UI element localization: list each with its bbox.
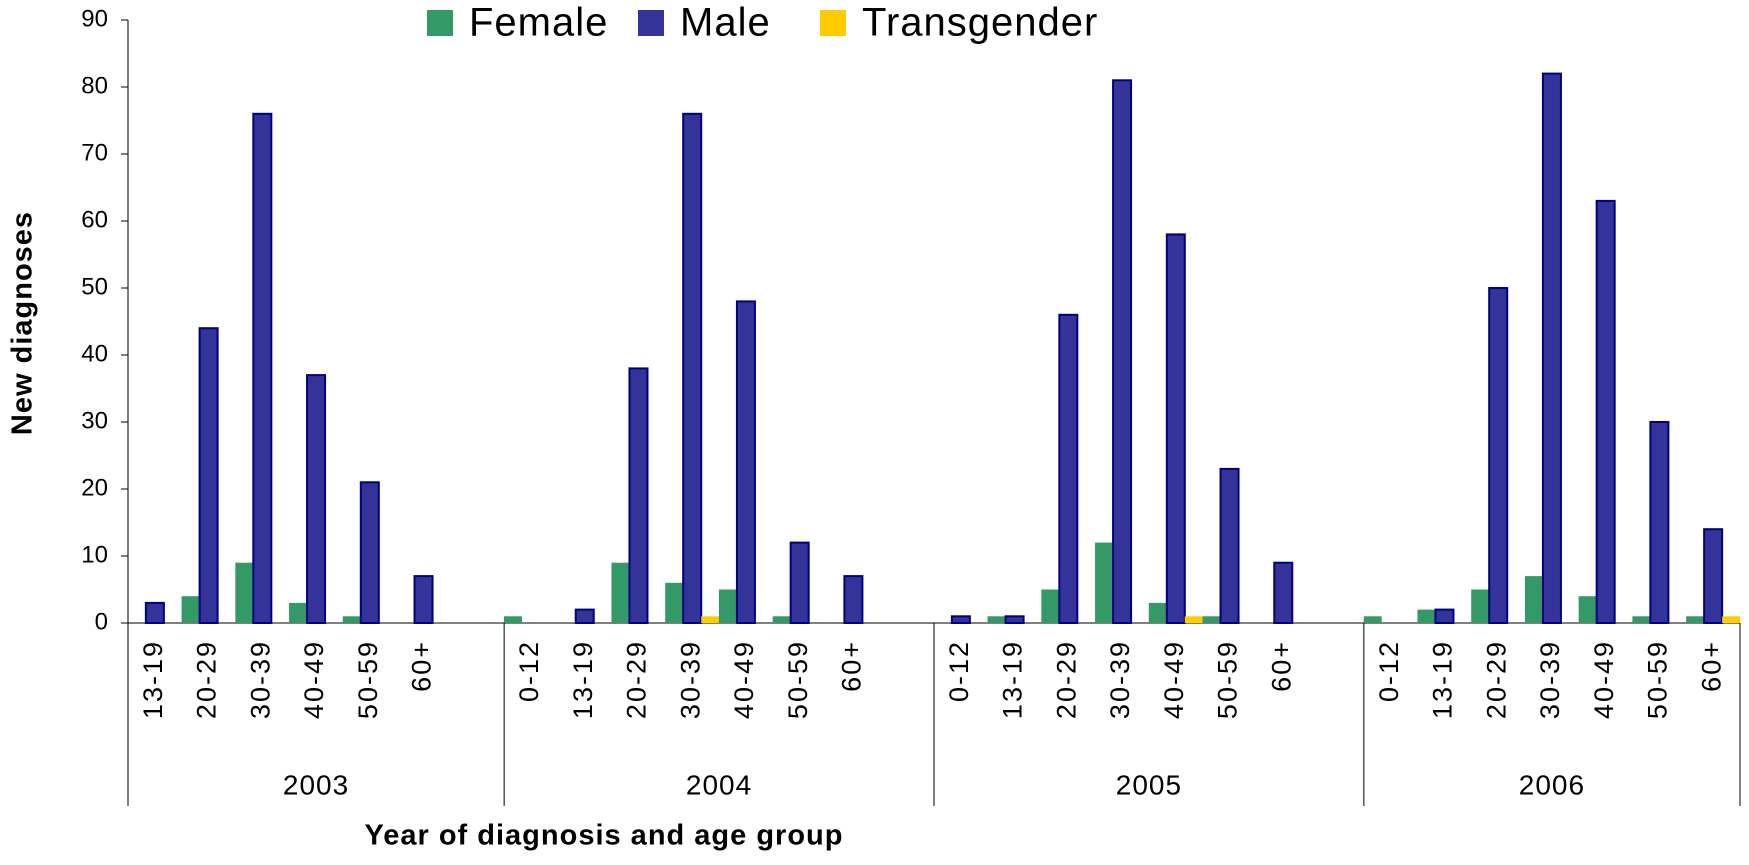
bar <box>1165 233 1186 624</box>
y-tick-label: 80 <box>81 72 108 99</box>
x-tick-label: 13-19 <box>998 640 1028 719</box>
x-tick-label: 20-29 <box>192 640 222 719</box>
x-tick-label: 30-39 <box>675 640 705 719</box>
bar <box>1541 72 1562 625</box>
bar <box>1417 609 1436 623</box>
legend-swatch <box>638 10 664 36</box>
bar <box>772 616 791 623</box>
x-tick-label: 30-39 <box>1535 640 1565 719</box>
x-tick-label: 40-49 <box>299 640 329 719</box>
x-axis-title: Year of diagnosis and age group <box>365 820 844 852</box>
bar <box>950 615 971 624</box>
x-tick-label: 13-19 <box>568 640 598 719</box>
bar <box>1095 542 1114 623</box>
bar <box>1273 561 1294 625</box>
bar <box>1004 615 1025 624</box>
bar <box>987 616 1006 623</box>
bar <box>1148 602 1167 623</box>
bar <box>611 562 630 623</box>
bar <box>1632 616 1651 623</box>
x-tick-label: 13-19 <box>1428 640 1458 719</box>
bar <box>1686 616 1705 623</box>
bar <box>342 616 361 623</box>
x-tick-label: 40-49 <box>729 640 759 719</box>
bar <box>1722 616 1741 623</box>
bar <box>306 374 327 624</box>
y-tick-label: 10 <box>81 541 108 568</box>
legend-swatch <box>427 10 453 36</box>
bar <box>413 575 434 624</box>
x-tick-label: 40-49 <box>1159 640 1189 719</box>
y-tick-label: 50 <box>81 273 108 300</box>
legend-label: Female <box>469 1 608 45</box>
bar <box>1578 596 1597 623</box>
x-tick-label: 30-39 <box>245 640 275 719</box>
bar <box>735 300 756 624</box>
group-label: 2005 <box>1116 769 1182 800</box>
x-tick-label: 50-59 <box>353 640 383 719</box>
x-tick-label: 50-59 <box>783 640 813 719</box>
x-tick-label: 60+ <box>1696 640 1726 692</box>
y-tick-label: 60 <box>81 206 108 233</box>
x-tick-label: 60+ <box>407 640 437 692</box>
bar <box>682 112 703 625</box>
x-tick-label: 60+ <box>837 640 867 692</box>
y-tick-label: 40 <box>81 340 108 367</box>
bar <box>1219 467 1240 624</box>
x-tick-label: 20-29 <box>622 640 652 719</box>
bar <box>198 327 219 624</box>
bar <box>289 602 308 623</box>
x-tick-label: 50-59 <box>1213 640 1243 719</box>
bar <box>1184 616 1203 623</box>
bar <box>628 367 649 624</box>
bar <box>1112 79 1133 625</box>
y-tick-label: 30 <box>81 407 108 434</box>
bar <box>1595 199 1616 624</box>
bar <box>504 616 522 623</box>
legend-label: Transgender <box>862 1 1098 45</box>
bar <box>252 112 273 625</box>
bar <box>1202 616 1221 623</box>
x-tick-label: 40-49 <box>1589 640 1619 719</box>
bar <box>1363 616 1382 623</box>
bar <box>665 582 684 623</box>
bar <box>1041 589 1060 623</box>
x-tick-label: 30-39 <box>1105 640 1135 719</box>
bar <box>235 562 254 623</box>
bar <box>144 601 165 625</box>
legend-label: Male <box>680 1 771 45</box>
y-tick-label: 70 <box>81 139 108 166</box>
x-tick-label: 0-12 <box>944 640 974 702</box>
bar <box>1703 528 1724 625</box>
y-tick-label: 20 <box>81 474 108 501</box>
x-tick-label: 13-19 <box>138 640 168 719</box>
bar <box>1058 313 1079 624</box>
bar <box>181 596 200 623</box>
legend-swatch <box>820 10 846 36</box>
bar <box>1434 608 1455 624</box>
x-tick-label: 20-29 <box>1051 640 1081 719</box>
y-tick-label: 90 <box>81 5 108 32</box>
x-tick-label: 0-12 <box>514 640 544 702</box>
bar <box>843 575 864 624</box>
bar <box>1471 589 1490 623</box>
bar <box>701 616 720 623</box>
x-tick-label: 20-29 <box>1481 640 1511 719</box>
y-axis-title: New diagnoses <box>7 211 39 435</box>
bar <box>1524 576 1543 623</box>
bar <box>789 541 810 624</box>
y-tick-label: 0 <box>95 608 108 635</box>
group-label: 2004 <box>686 769 752 800</box>
x-tick-label: 60+ <box>1266 640 1296 692</box>
x-tick-label: 0-12 <box>1374 640 1404 702</box>
bar <box>574 608 595 624</box>
group-label: 2003 <box>283 769 349 800</box>
bar <box>1488 287 1509 624</box>
bar <box>359 481 380 624</box>
group-label: 2006 <box>1519 769 1585 800</box>
x-tick-label: 50-59 <box>1643 640 1673 719</box>
bar <box>1649 421 1670 624</box>
bar <box>718 589 737 623</box>
